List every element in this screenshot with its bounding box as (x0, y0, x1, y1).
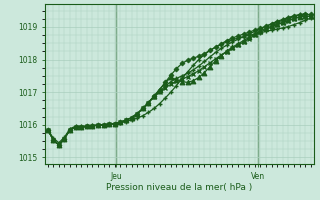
X-axis label: Pression niveau de la mer( hPa ): Pression niveau de la mer( hPa ) (106, 183, 252, 192)
